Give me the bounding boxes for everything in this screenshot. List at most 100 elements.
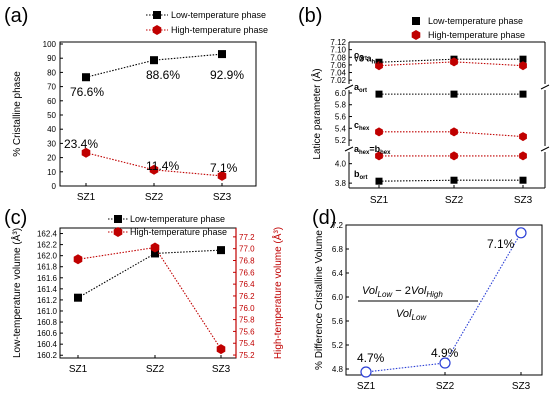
x-tick-label: SZ1 (77, 192, 96, 203)
legend-label: Low-temperature phase (171, 10, 266, 20)
panel-d-ylabel: % Difference Cristalline Volume (314, 230, 325, 370)
panel-c-legend: Low-temperature phase High-temperature p… (108, 214, 227, 237)
legend-hexagon-marker (152, 25, 162, 35)
y-tick-label: 7.04 (330, 69, 346, 78)
panel-a-yticks: 0 10 20 30 40 50 60 70 80 90 100 (43, 40, 63, 191)
legend-square-marker (114, 215, 122, 223)
legend-square-marker (153, 11, 161, 19)
panel-b-plot (375, 55, 527, 185)
x-tick-label: SZ2 (445, 195, 464, 206)
series-line (365, 232, 522, 373)
y-tick-label: 10 (47, 168, 56, 177)
y-tick-label: 3.8 (335, 179, 347, 188)
legend-label: Low-temperature phase (428, 16, 523, 26)
panel-d-annotations: 4.7% 4.9% 7.1% (357, 237, 515, 365)
y-tick-label: 7.06 (330, 61, 346, 70)
y-tick-label: 160.2 (37, 351, 58, 360)
axis-break-mark (540, 84, 550, 90)
panel-c: (c) Low-temperature volume (Å³) High-tem… (4, 207, 284, 375)
y-tick-label-right: 76.4 (239, 280, 255, 289)
panel-a-annotations: 76.6% 88.6% 92.9% 23.4% 11.4% 7.1% (64, 68, 244, 175)
y-tick-label: 5.2 (332, 341, 344, 350)
y-tick-label: 0 (52, 182, 57, 191)
data-label: 7.1% (487, 237, 515, 251)
y-tick-label: 90 (47, 54, 56, 63)
data-point-hexagon (73, 254, 83, 265)
data-point-square (218, 50, 226, 59)
axis-break-mark (540, 146, 550, 152)
data-point-square (519, 55, 527, 63)
panel-c-yticks-right: 75.2 75.4 75.6 75.8 76.0 76.2 76.4 76.6 76.8 77.0… (233, 233, 255, 360)
legend-label: High-temperature phase (171, 25, 268, 35)
data-point-hexagon (149, 164, 159, 175)
data-point-hexagon (81, 147, 91, 158)
x-tick-label: SZ3 (212, 364, 231, 375)
y-tick-label: 30 (47, 139, 56, 148)
panel-c-plot (73, 242, 226, 355)
data-label: 7.1% (210, 161, 238, 175)
data-point-square (519, 90, 527, 98)
legend-label: Low-temperature phase (130, 214, 225, 224)
series-label: bort (354, 169, 368, 181)
y-tick-label: 7.10 (330, 46, 346, 55)
legend-label: High-temperature phase (130, 227, 227, 237)
data-point-hexagon (519, 132, 527, 142)
panel-b-legend: Low-temperature phase High-temperature p… (411, 16, 525, 40)
data-point-hexagon (375, 151, 383, 161)
panel-c-ylabel-right: High-temperature volume (Å³) (271, 227, 284, 359)
formula-numerator: VolLow − 2VolHigh (362, 285, 443, 299)
data-point-square (450, 176, 458, 184)
y-tick-label: 161.0 (37, 307, 58, 316)
x-tick-label: SZ1 (69, 364, 88, 375)
panel-c-yticks: 160.2 160.4 160.6 160.8 161.0 161.2 161.4 161.6… (37, 230, 63, 360)
panel-d-frame (345, 224, 543, 376)
y-tick-label: 7.02 (330, 76, 346, 85)
series-label: ahex=bhex (354, 144, 391, 156)
panel-a-plot (81, 50, 227, 181)
panel-d-plot (360, 227, 527, 378)
panel-b-series-labels: cort√3 ahex aort chex ahex=bhex bort (354, 50, 391, 181)
panel-c-xticks: SZ1 SZ2 SZ3 (69, 355, 231, 375)
panel-c-label: (c) (4, 207, 27, 229)
panel-a: (a) % Cristalline phase 0 10 20 30 40 50 60 70 8… (4, 5, 268, 203)
data-point-hexagon (519, 151, 527, 161)
y-tick-label: 5.4 (335, 124, 347, 133)
y-tick-label: 40 (47, 125, 56, 134)
y-tick-label: 20 (47, 154, 56, 163)
y-tick-label: 6.8 (332, 245, 344, 254)
data-point-hexagon (519, 61, 527, 71)
data-label: 4.7% (357, 351, 385, 365)
y-tick-label: 70 (47, 83, 56, 92)
panel-a-legend: Low-temperature phase High-temperature p… (146, 10, 268, 35)
data-point-square (375, 90, 383, 98)
y-tick-label: 5.6 (332, 317, 344, 326)
data-label: 88.6% (146, 68, 180, 82)
data-point-hexagon (375, 61, 383, 71)
y-tick-label: 161.8 (37, 263, 58, 272)
data-point-hexagon (150, 242, 160, 253)
y-tick-label: 100 (43, 40, 57, 49)
y-tick-label: 7.12 (330, 38, 346, 47)
x-tick-label: SZ2 (146, 364, 165, 375)
y-tick-label: 6.0 (332, 293, 344, 302)
panel-a-label: (a) (4, 5, 28, 27)
panel-b-label: (b) (298, 5, 322, 27)
y-tick-label: 50 (47, 111, 56, 120)
y-tick-label: 7.2 (332, 221, 344, 230)
panel-b: (b) Latice parameter (Å) 7.027.047.067.0… (298, 5, 550, 206)
data-point-square (519, 176, 527, 184)
y-tick-label: 7.08 (330, 53, 346, 62)
y-tick-label-right: 77.2 (239, 233, 255, 242)
y-tick-label-right: 75.2 (239, 351, 255, 360)
series-line (77, 249, 222, 299)
y-tick-label: 5.2 (335, 136, 347, 145)
panel-b-frame (344, 41, 550, 189)
panel-d-yticks: 4.8 5.2 5.6 6.0 6.4 6.8 7.2 (332, 221, 349, 374)
y-tick-label: 80 (47, 68, 56, 77)
data-point-square (74, 293, 82, 302)
panel-b-yticks: 7.027.047.067.087.107.12 5.2 5.4 5.6 5.8 6.0 3… (330, 38, 352, 188)
data-point-square (217, 246, 225, 255)
axis-break-mark (344, 146, 354, 152)
x-tick-label: SZ3 (213, 192, 232, 203)
y-tick-label: 6.4 (332, 269, 344, 278)
